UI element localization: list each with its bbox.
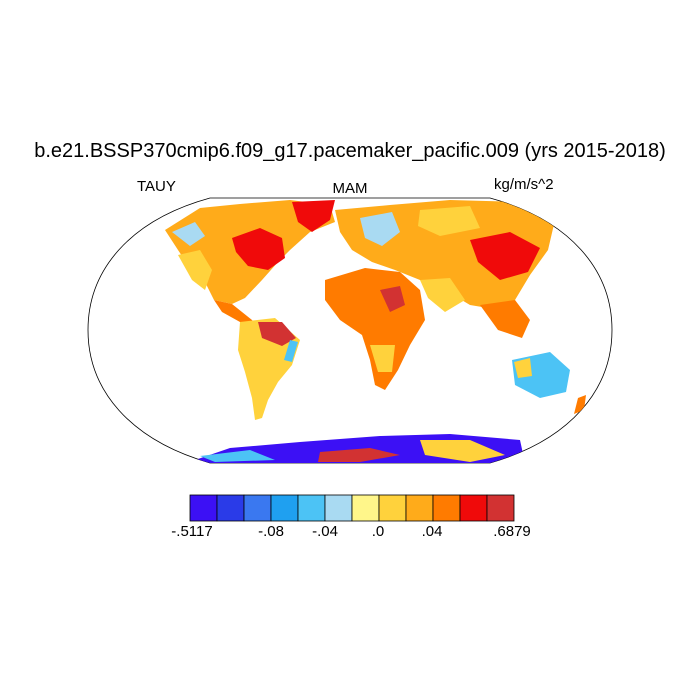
africa-hot [380,286,405,312]
colorbar-swatch [189,494,218,522]
units-label: kg/m/s^2 [494,176,554,193]
australia-warm [514,358,532,378]
colorbar-swatch [486,494,515,522]
colorbar [189,494,515,522]
colorbar-tick-label: .6879 [493,523,531,540]
siberia-warm [418,206,480,236]
alaska-cold [172,222,205,246]
colorbar-swatch [351,494,380,522]
antarctica-hot [318,448,400,462]
greenland [292,200,335,232]
colorbar-tick-label: .04 [421,523,443,540]
colorbar-swatch [378,494,407,522]
land-field [165,200,586,463]
antarctica-cool [200,450,275,462]
colorbar-tick-label: -.04 [312,523,338,540]
north-america-warm [178,250,212,290]
arabia [420,278,465,312]
colorbar-tick-label: -.5117 [171,523,213,540]
south-america-cool [284,340,298,362]
colorbar-swatch [324,494,353,522]
europe-cool [360,212,400,246]
figure-title: b.e21.BSSP370cmip6.f09_g17.pacemaker_pac… [34,140,666,162]
colorbar-tick-label: -.08 [258,523,284,540]
colorbar-swatch [405,494,434,522]
season-label: MAM [332,180,368,197]
north-america-hot [232,228,285,270]
eurasia-hot [470,232,540,280]
colorbar-swatch [297,494,326,522]
variable-label: TAUY [137,178,176,195]
antarctica-warm [420,440,505,462]
colorbar-swatch [459,494,488,522]
colorbar-swatch [243,494,272,522]
colorbar-swatch [270,494,299,522]
colorbar-tick-label: .0 [371,523,385,540]
colorbar-swatch [432,494,461,522]
africa-warm [370,345,395,372]
south-america-hot [258,322,296,346]
colorbar-swatch [216,494,245,522]
southeast-asia [480,300,530,338]
